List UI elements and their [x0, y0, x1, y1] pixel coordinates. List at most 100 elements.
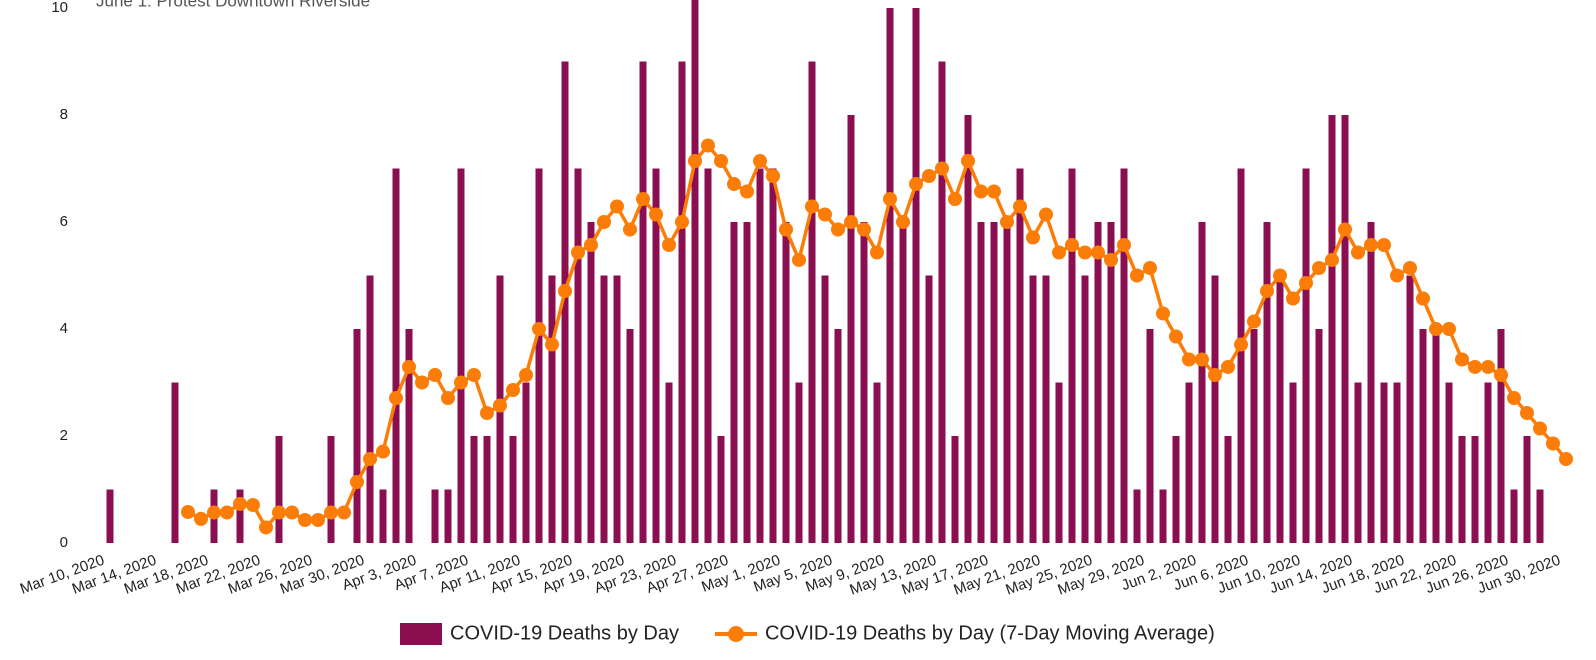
point: [870, 245, 884, 260]
point: [922, 168, 936, 183]
bar: [717, 436, 725, 543]
point: [376, 444, 390, 459]
point: [688, 154, 702, 169]
point: [272, 505, 286, 520]
point: [1273, 268, 1287, 283]
point: [1013, 199, 1027, 214]
bar: [1172, 436, 1180, 543]
bar: [1354, 382, 1362, 543]
bar: [847, 115, 855, 543]
bar: [106, 489, 114, 543]
bar: [834, 329, 842, 543]
bar: [1016, 168, 1024, 543]
point: [493, 398, 507, 413]
bar: [1185, 382, 1193, 543]
point: [402, 359, 416, 374]
point: [1208, 368, 1222, 383]
point: [727, 177, 741, 192]
bar: [730, 222, 738, 543]
bar: [1094, 222, 1102, 543]
point: [896, 215, 910, 229]
point: [233, 496, 247, 511]
legend-label: COVID-19 Deaths by Day: [450, 622, 679, 644]
point: [1468, 359, 1482, 374]
bar: [171, 382, 179, 543]
point: [753, 154, 767, 169]
y-tick-label: 10: [51, 0, 68, 16]
bar: [470, 436, 478, 543]
bar: [925, 275, 933, 543]
point: [1052, 245, 1066, 260]
point: [1546, 436, 1560, 451]
y-tick-label: 0: [60, 534, 68, 551]
point: [311, 512, 325, 527]
point: [1416, 291, 1430, 306]
point: [818, 207, 832, 222]
point: [558, 284, 572, 299]
bar: [821, 275, 829, 543]
point: [1364, 238, 1378, 253]
bar: [1211, 275, 1219, 543]
point: [207, 505, 221, 520]
bar: [1471, 436, 1479, 543]
bar: [626, 329, 634, 543]
point: [844, 215, 858, 229]
point: [1455, 352, 1469, 367]
point: [454, 375, 468, 390]
point: [948, 191, 962, 206]
bar: [1497, 329, 1505, 543]
bar: [912, 8, 920, 543]
point: [1520, 405, 1534, 420]
y-tick-label: 8: [60, 106, 68, 123]
bar: [1224, 436, 1232, 543]
legend: COVID-19 Deaths by Day COVID-19 Deaths by…: [400, 622, 1215, 645]
bar: [1432, 329, 1440, 543]
bar: [977, 222, 985, 543]
bar: [886, 8, 894, 543]
y-tick-label: 4: [60, 320, 68, 337]
point: [506, 382, 520, 397]
point: [1169, 329, 1183, 344]
point: [1403, 261, 1417, 276]
point: [545, 337, 559, 352]
point: [1130, 268, 1144, 283]
point: [1078, 245, 1092, 260]
bar: [1458, 436, 1466, 543]
point: [1377, 238, 1391, 253]
bar: [665, 382, 673, 543]
bar: [1484, 382, 1492, 543]
point: [701, 138, 715, 153]
bar: [1055, 382, 1063, 543]
point: [1039, 207, 1053, 222]
bar: [1250, 329, 1258, 543]
point: [1117, 238, 1131, 253]
bar: [743, 222, 751, 543]
bar: [1510, 489, 1518, 543]
point: [1312, 261, 1326, 276]
point: [1351, 245, 1365, 260]
bar: [782, 222, 790, 543]
bar: [561, 61, 569, 543]
point: [298, 512, 312, 527]
point: [285, 505, 299, 520]
point: [1221, 359, 1235, 374]
bar: [600, 275, 608, 543]
point: [246, 498, 260, 513]
point: [1559, 452, 1573, 467]
bar: [366, 275, 374, 543]
bar: [275, 436, 283, 543]
point: [1247, 314, 1261, 329]
bar: [1081, 275, 1089, 543]
point: [623, 222, 637, 237]
bar: [1406, 275, 1414, 543]
point: [181, 504, 195, 519]
point: [415, 375, 429, 390]
point: [1000, 215, 1014, 229]
bar: [535, 168, 543, 543]
bar: [756, 168, 764, 543]
bar: [1263, 222, 1271, 543]
point: [1143, 261, 1157, 276]
bar: [1367, 222, 1375, 543]
point: [1442, 322, 1456, 336]
